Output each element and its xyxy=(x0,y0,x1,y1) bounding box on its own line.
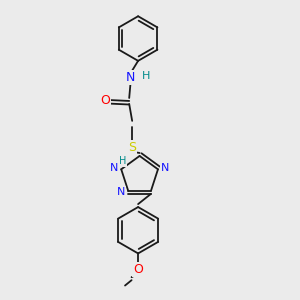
Text: O: O xyxy=(100,94,110,106)
Text: N: N xyxy=(117,187,125,197)
Text: N: N xyxy=(110,163,118,173)
Text: H: H xyxy=(142,71,150,81)
Text: N: N xyxy=(161,163,169,172)
Text: O: O xyxy=(133,263,143,276)
Text: S: S xyxy=(128,141,136,154)
Text: N: N xyxy=(126,71,135,84)
Text: H: H xyxy=(119,156,127,166)
